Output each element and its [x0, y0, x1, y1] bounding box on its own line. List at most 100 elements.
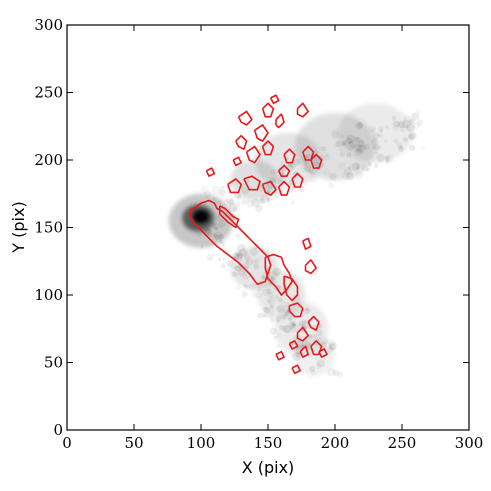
x-tick-label: 0 — [62, 434, 72, 452]
image-speckle — [346, 172, 355, 181]
y-tick-label: 100 — [34, 286, 63, 304]
contour-line — [237, 110, 253, 126]
contour-line — [299, 345, 310, 358]
image-speckle — [309, 174, 317, 182]
contour-line — [219, 205, 240, 229]
image-speckle — [241, 187, 249, 195]
image-speckle — [349, 139, 358, 149]
image-speckle — [238, 266, 242, 271]
image-speckle — [296, 355, 301, 359]
y-tick-label: 0 — [53, 421, 63, 439]
image-speckle — [361, 164, 369, 172]
contour-line — [235, 134, 248, 150]
image-speckle — [300, 344, 304, 348]
image-speckle — [196, 230, 204, 238]
image-speckle — [317, 337, 322, 341]
image-speckle — [385, 160, 389, 164]
image-speckle — [342, 140, 348, 146]
image-speckle — [267, 291, 275, 299]
image-speckle — [224, 198, 228, 202]
image-speckle — [255, 287, 261, 293]
y-axis-label: Y (pix) — [9, 201, 28, 253]
contour-line — [264, 253, 293, 296]
image-speckle — [246, 179, 250, 183]
x-tick-label: 100 — [187, 434, 216, 452]
image-speckle — [323, 168, 331, 176]
image-speckle — [269, 276, 275, 282]
image-speckle — [335, 140, 344, 148]
image-speckle — [295, 352, 300, 357]
image-speckle — [267, 196, 273, 202]
image-speckle — [241, 200, 247, 206]
image-speckle — [342, 171, 351, 180]
contour-line — [275, 350, 285, 361]
image-speckle — [339, 133, 345, 139]
image-speckle — [214, 227, 218, 231]
image-speckle — [346, 141, 356, 151]
image-speckle — [267, 299, 272, 304]
image-speckle — [328, 341, 337, 351]
image-speckle — [327, 367, 336, 377]
contour-line — [243, 175, 261, 191]
contour-line — [307, 315, 320, 331]
image-speckle — [233, 193, 240, 199]
image-speckle — [408, 118, 415, 125]
image-speckle — [383, 139, 388, 144]
image-speckle — [384, 125, 389, 129]
image-speckle — [358, 139, 365, 147]
image-speckle — [347, 166, 352, 170]
contour-line — [296, 326, 310, 342]
image-speckle — [296, 322, 303, 328]
image-speckle — [373, 144, 380, 151]
image-speckle — [204, 228, 213, 237]
image-speckle — [218, 189, 226, 197]
y-tick-label: 150 — [34, 219, 63, 237]
image-speckle — [290, 162, 297, 169]
image-speckle — [356, 166, 360, 171]
image-speckle — [409, 119, 415, 124]
image-speckle — [292, 293, 301, 303]
image-speckle — [304, 165, 312, 173]
image-speckle — [320, 145, 327, 152]
image-speckle — [208, 222, 216, 231]
contour-line — [283, 275, 299, 302]
image-speckle — [226, 197, 234, 205]
image-speckle — [279, 298, 285, 304]
image-speckle — [228, 202, 237, 211]
image-speckle — [371, 138, 379, 146]
image-speckle — [416, 110, 421, 115]
image-speckle — [218, 239, 224, 244]
image-speckle — [421, 146, 426, 151]
image-speckle — [392, 125, 399, 132]
image-speckle — [355, 136, 360, 142]
image-speckle — [232, 207, 238, 213]
image-speckle — [257, 312, 263, 319]
image-speckle — [226, 259, 234, 267]
image-speckle — [218, 257, 222, 261]
image-blob — [337, 103, 413, 163]
contour-layer — [189, 94, 328, 375]
image-speckle — [293, 158, 300, 166]
image-speckle — [281, 314, 287, 320]
image-speckle — [345, 152, 352, 158]
contour-line — [302, 237, 312, 250]
image-speckle — [270, 177, 276, 183]
image-speckle — [263, 306, 271, 314]
contour-line — [296, 102, 310, 118]
image-speckle — [298, 186, 305, 193]
x-tick-label: 50 — [124, 434, 143, 452]
image-speckle — [374, 150, 379, 155]
image-speckle — [221, 242, 226, 247]
image-speckle — [275, 295, 279, 299]
image-speckle — [290, 320, 297, 327]
image-speckle — [234, 264, 242, 272]
image-speckle — [288, 321, 296, 329]
image-speckle — [193, 208, 198, 213]
contour-line — [269, 94, 280, 105]
image-speckle — [346, 137, 353, 145]
image-speckle — [292, 352, 301, 361]
image-speckle — [279, 325, 284, 330]
image-speckle — [316, 329, 323, 336]
image-speckle — [232, 205, 239, 212]
contour-line — [227, 178, 242, 194]
